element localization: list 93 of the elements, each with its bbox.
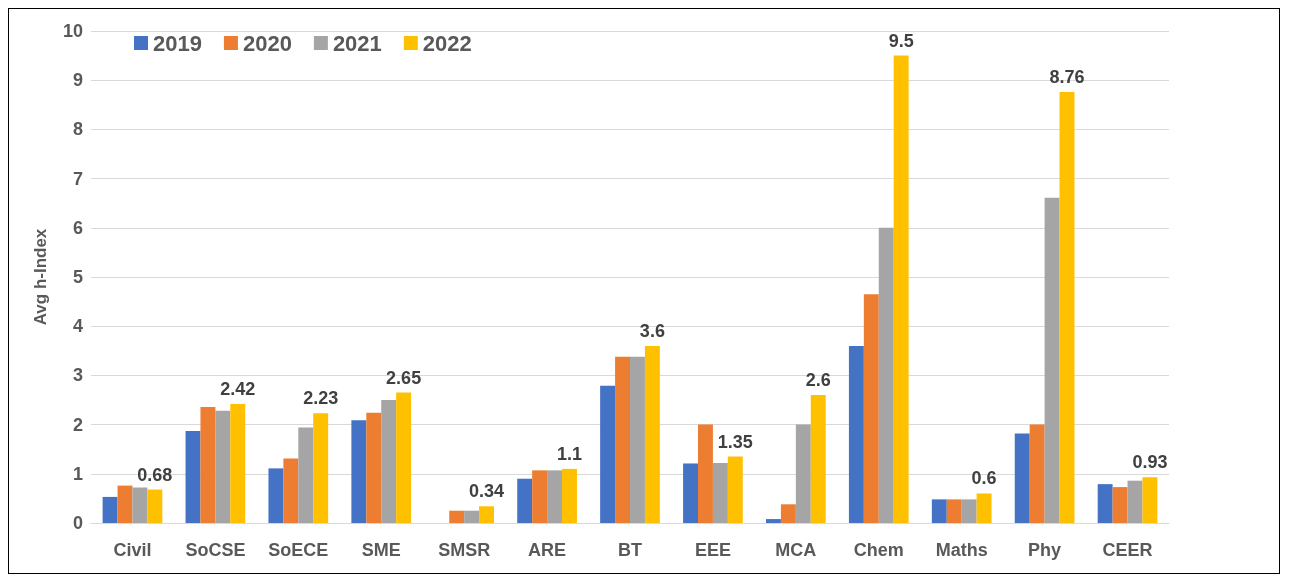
data-label: 2.42	[220, 378, 256, 399]
bar	[200, 406, 216, 523]
data-label: 2.6	[805, 370, 831, 391]
bar	[863, 294, 879, 523]
data-label: 8.76	[1049, 67, 1085, 88]
data-label: 2.65	[386, 367, 422, 388]
bar	[298, 427, 314, 523]
bar	[946, 499, 962, 523]
bar	[1127, 480, 1143, 523]
bar	[615, 356, 630, 523]
data-label: 9.5	[888, 30, 914, 51]
bar	[765, 519, 781, 523]
x-tick-label: SMSR	[438, 540, 491, 560]
bar	[600, 385, 616, 523]
bar	[1059, 92, 1075, 523]
bar	[1142, 477, 1158, 523]
x-tick-label: BT	[618, 540, 642, 560]
bar	[102, 496, 118, 523]
bar	[547, 470, 562, 523]
legend-label: 2022	[422, 30, 472, 56]
bar	[712, 462, 728, 523]
bar	[780, 504, 796, 523]
x-tick-label: Civil	[113, 540, 152, 560]
bar	[532, 470, 548, 523]
x-tick-label: SoCSE	[185, 540, 246, 560]
bar	[630, 356, 645, 523]
bar	[562, 468, 577, 523]
bar	[961, 499, 977, 523]
bar	[117, 485, 133, 523]
y-tick-label: 2	[72, 414, 83, 435]
bar	[1112, 487, 1128, 523]
data-label: 2.23	[303, 388, 339, 409]
bar	[1029, 424, 1045, 523]
x-tick-label: SoECE	[268, 540, 329, 560]
bar	[366, 412, 382, 523]
y-tick-label: 3	[72, 365, 83, 386]
bar	[479, 506, 495, 523]
y-tick-label: 9	[72, 70, 83, 91]
data-label: 0.68	[137, 464, 173, 485]
bar	[698, 424, 713, 523]
data-label: 0.93	[1132, 452, 1168, 473]
x-tick-label: SME	[361, 540, 401, 560]
data-label: 3.6	[639, 320, 665, 341]
x-tick-label: Maths	[935, 540, 988, 560]
bar	[396, 392, 412, 523]
y-tick-label: 8	[72, 119, 83, 140]
bar	[283, 458, 299, 523]
bar	[931, 499, 947, 523]
x-tick-label: Chem	[853, 540, 904, 560]
bar	[517, 478, 533, 523]
bar	[848, 345, 864, 523]
bar	[1014, 433, 1030, 523]
bar	[215, 410, 231, 523]
bar	[1044, 197, 1060, 523]
data-label: 1.1	[556, 443, 582, 464]
bar	[727, 456, 743, 523]
bar	[147, 489, 163, 523]
bar	[795, 424, 811, 523]
bar	[1097, 484, 1113, 523]
bar	[683, 463, 698, 523]
x-tick-label: EEE	[694, 540, 731, 560]
bar	[893, 55, 909, 523]
bar	[976, 493, 992, 523]
bar	[185, 431, 201, 523]
bar	[132, 487, 148, 523]
bar	[449, 510, 465, 523]
data-label: 0.34	[469, 481, 505, 502]
bar	[381, 400, 397, 523]
bar	[230, 403, 246, 523]
x-tick-label: ARE	[528, 540, 567, 560]
y-tick-label: 0	[72, 513, 83, 533]
legend-label: 2021	[332, 30, 382, 56]
y-axis-title: Avg h-Index	[31, 228, 50, 326]
bar	[810, 395, 826, 523]
legend-label: 2019	[153, 30, 202, 56]
y-tick-label: 7	[72, 168, 83, 189]
bar	[268, 468, 284, 523]
y-tick-label: 4	[72, 316, 83, 337]
x-tick-label: MCA	[775, 540, 817, 560]
bar	[878, 227, 894, 523]
bar	[351, 420, 367, 523]
y-tick-label: 10	[62, 21, 83, 41]
bar	[644, 345, 660, 523]
y-tick-label: 6	[72, 217, 83, 238]
bar	[313, 413, 329, 523]
bar	[464, 510, 480, 523]
x-tick-label: CEER	[1102, 540, 1153, 560]
legend-label: 2020	[242, 30, 292, 56]
y-tick-label: 5	[72, 267, 83, 287]
data-label: 1.35	[717, 431, 753, 452]
x-tick-label: Phy	[1028, 540, 1062, 560]
y-tick-label: 1	[72, 463, 83, 484]
data-label: 0.6	[971, 468, 997, 489]
